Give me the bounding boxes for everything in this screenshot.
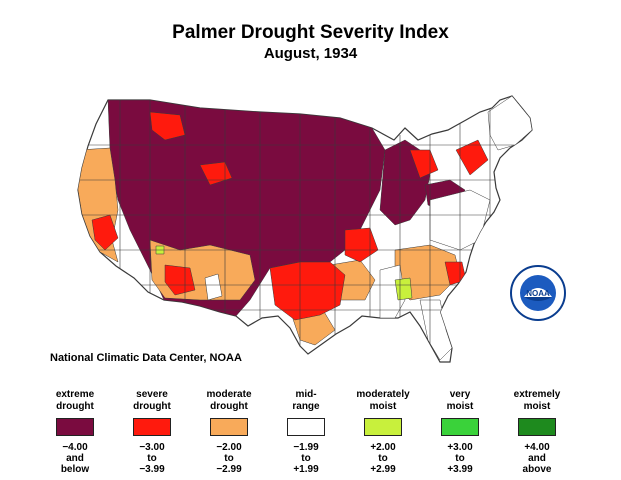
legend-category: very moist (425, 385, 495, 413)
legend-range-line: and (66, 453, 84, 464)
region-moderate-pacific (78, 147, 119, 263)
legend-category: moderately moist (348, 385, 418, 413)
legend-range-line: to (224, 453, 234, 464)
legend-category-line: mid‐ (295, 389, 317, 400)
legend-swatch (518, 418, 556, 436)
region-midrange-newmexico (204, 273, 223, 301)
legend-category-line: extremely (513, 389, 561, 400)
region-severe-montana (199, 161, 233, 186)
legend-range: +4.00 and above (502, 442, 572, 475)
legend-category-line: moist (446, 401, 474, 412)
legend-swatch (287, 418, 325, 436)
legend-range-line: +3.99 (447, 464, 473, 475)
legend-range-line: above (522, 464, 552, 475)
legend-swatch (441, 418, 479, 436)
legend-range: −2.00 to −2.99 (194, 442, 264, 475)
legend-range: +3.00 to +3.99 (425, 442, 495, 475)
legend-item: moderately moist +2.00 to +2.99 (348, 385, 418, 475)
map-subtitle: August, 1934 (263, 45, 358, 62)
legend-category: moderate drought (194, 385, 264, 413)
legend-item: mid‐range −1.99 to +1.99 (271, 385, 341, 475)
legend-range: −1.99 to +1.99 (271, 442, 341, 475)
legend-category-line: moderately (356, 389, 410, 400)
legend-swatch (210, 418, 248, 436)
legend-category-line: extreme (55, 389, 95, 400)
legend-range-line: −2.00 (216, 442, 242, 453)
legend-item: extremely moist +4.00 and above (502, 385, 572, 475)
legend-range: −3.00 to −3.99 (117, 442, 187, 475)
legend-range-line: +2.99 (370, 464, 396, 475)
credit-text: National Climatic Data Center, NOAA (50, 352, 242, 364)
legend-category-line: very (449, 389, 471, 400)
legend-range-line: +2.00 (370, 442, 396, 453)
legend-item: very moist +3.00 to +3.99 (425, 385, 495, 475)
legend-range-line: −4.00 (62, 442, 88, 453)
legend-swatch (56, 418, 94, 436)
legend: extreme drought −4.00 and below severe drought… (40, 385, 600, 475)
noaa-logo: NOAA (510, 265, 566, 321)
noaa-logo-label: NOAA (526, 289, 550, 298)
region-moist-alabama (394, 277, 413, 301)
legend-range-line: +1.99 (293, 464, 319, 475)
region-severe-northwest (149, 111, 186, 141)
legend-item: severe drought −3.00 to −3.99 (117, 385, 187, 475)
region-midrange-new-england (487, 96, 532, 151)
legend-swatch (364, 418, 402, 436)
legend-category-line: moist (523, 401, 551, 412)
legend-item: extreme drought −4.00 and below (40, 385, 110, 475)
legend-range-line: −2.99 (216, 464, 242, 475)
legend-range-line: to (301, 453, 311, 464)
legend-range-line: −3.00 (139, 442, 165, 453)
region-severe-new-york (455, 139, 489, 176)
legend-category: extreme drought (40, 385, 110, 413)
region-midrange-florida (419, 299, 453, 361)
legend-range-line: −3.99 (139, 464, 165, 475)
legend-swatch (133, 418, 171, 436)
legend-item: moderate drought −2.00 to −2.99 (194, 385, 264, 475)
legend-range-line: to (147, 453, 157, 464)
legend-range-line: to (378, 453, 388, 464)
legend-range-line: +3.00 (447, 442, 473, 453)
legend-category: mid‐range (271, 385, 341, 413)
region-moist-louisiana (354, 321, 373, 339)
legend-category-line: drought (133, 401, 171, 412)
legend-category: extremely moist (502, 385, 572, 413)
legend-category-line: drought (56, 401, 94, 412)
region-severe-michigan (409, 149, 439, 179)
legend-category-line: moderate (206, 389, 252, 400)
legend-range-line: and (528, 453, 546, 464)
region-severe-california (91, 214, 119, 251)
legend-range-line: −1.99 (293, 442, 319, 453)
legend-category-line: severe (136, 389, 168, 400)
legend-range-line: to (455, 453, 465, 464)
legend-range-line: below (60, 464, 90, 475)
legend-category-line: moist (369, 401, 397, 412)
legend-range-line: +4.00 (524, 442, 550, 453)
legend-category-line: range (292, 401, 320, 412)
map-title: Palmer Drought Severity Index (172, 22, 449, 43)
legend-range: +2.00 to +2.99 (348, 442, 418, 475)
legend-category-line: drought (210, 401, 248, 412)
legend-category: severe drought (117, 385, 187, 413)
state-borders (80, 100, 530, 350)
legend-range: −4.00 and below (40, 442, 110, 475)
